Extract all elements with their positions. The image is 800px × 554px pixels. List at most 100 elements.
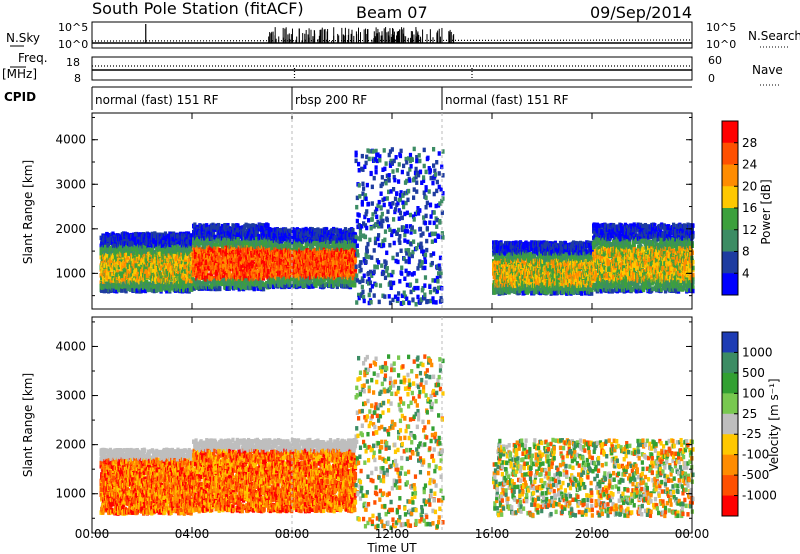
data-cell	[115, 272, 119, 277]
data-cell	[120, 271, 124, 276]
data-cell	[135, 253, 139, 259]
data-cell	[128, 277, 133, 283]
data-cell	[143, 264, 148, 269]
data-cell	[102, 248, 106, 254]
nsky-label: N.Sky	[6, 31, 40, 45]
data-cell	[118, 247, 122, 252]
data-cell	[107, 246, 111, 252]
data-cell	[252, 286, 256, 292]
data-cell	[107, 272, 111, 277]
data-cell	[128, 239, 132, 244]
data-cell	[108, 246, 113, 252]
data-cell	[135, 231, 139, 237]
data-cell	[135, 251, 139, 256]
data-cell	[135, 288, 139, 293]
data-cell	[131, 246, 135, 251]
data-cell	[102, 246, 106, 251]
data-cell	[103, 283, 108, 288]
data-cell	[141, 269, 145, 275]
data-cell	[104, 288, 108, 294]
data-cell	[111, 273, 115, 278]
nsearch-tick-bottom: 10^0	[706, 38, 736, 51]
nsky-panel: N.Sky 10^5 10^0 10^5 10^0 N.Search	[6, 21, 800, 51]
data-cell	[141, 266, 145, 272]
data-cell	[130, 281, 134, 286]
data-cell	[107, 274, 111, 279]
data-cell	[99, 280, 103, 285]
data-cell	[144, 248, 148, 253]
freq-label-line1: Freq.	[18, 51, 48, 65]
data-cell	[123, 234, 127, 239]
power-data	[99, 146, 695, 307]
data-cell	[143, 271, 148, 276]
data-cell	[111, 250, 115, 256]
data-cell	[133, 246, 138, 252]
data-cell	[124, 288, 128, 294]
data-cell	[132, 275, 136, 281]
data-cell	[130, 240, 134, 245]
nsearch-label: N.Search	[748, 29, 800, 43]
data-cell	[120, 257, 124, 263]
data-cell	[137, 239, 141, 244]
data-cell	[123, 282, 128, 288]
data-cell	[132, 252, 136, 257]
data-cell	[103, 240, 107, 245]
data-cell	[118, 244, 123, 249]
data-cell	[131, 284, 135, 290]
cpid-label: CPID	[4, 90, 36, 104]
data-cell	[101, 273, 105, 278]
data-cell	[121, 278, 125, 283]
data-cell	[138, 232, 143, 237]
data-cell	[125, 252, 129, 258]
data-cell	[140, 288, 144, 293]
data-cell	[124, 258, 128, 263]
date-label: 09/Sep/2014	[590, 3, 692, 22]
data-cell	[130, 250, 134, 255]
freq-panel: Freq. [MHz] 18 8 60 0 Nave	[2, 51, 783, 86]
nsearch-tick-top: 10^5	[706, 21, 736, 34]
data-cell	[113, 243, 118, 249]
beam-label: Beam 07	[356, 3, 428, 22]
cpid-segment-label: normal (fast) 151 RF	[95, 93, 219, 107]
freq-label-line2: [MHz]	[2, 67, 37, 81]
cpid-segment-label: normal (fast) 151 RF	[445, 93, 569, 107]
data-cell	[107, 266, 111, 271]
data-cell	[107, 233, 111, 238]
data-cell	[115, 249, 119, 255]
cpid-segment-label: rbsp 200 RF	[295, 93, 367, 107]
data-cell	[127, 233, 131, 238]
nsky-tick-bottom: 10^0	[58, 38, 88, 51]
nsky-tick-top: 10^5	[58, 21, 88, 34]
data-cell	[105, 263, 109, 269]
freq-tick-top: 18	[66, 56, 80, 69]
data-cell	[266, 223, 270, 228]
nsearch-trace	[91, 39, 693, 42]
data-cell	[126, 255, 130, 260]
data-cell	[143, 253, 147, 259]
data-cell	[100, 249, 104, 255]
data-cell	[120, 288, 124, 293]
data-cell	[115, 289, 119, 294]
data-cell	[138, 266, 142, 271]
data-cell	[107, 243, 111, 248]
data-cell	[110, 240, 114, 246]
data-cell	[145, 282, 149, 288]
data-cell	[140, 240, 144, 245]
figure-title: South Pole Station (fitACF)	[92, 0, 304, 18]
nave-tick-bottom: 0	[708, 72, 715, 85]
data-cell	[142, 244, 146, 250]
data-cell	[128, 287, 133, 292]
data-cell	[108, 288, 113, 293]
nave-tick-top: 60	[708, 54, 722, 67]
data-cell	[131, 267, 135, 272]
data-cell	[100, 288, 104, 293]
data-cell	[143, 288, 148, 294]
cpid-strip: CPID normal (fast) 151 RF rbsp 200 RF norm…	[4, 86, 692, 110]
data-cell	[100, 275, 104, 281]
data-cell	[121, 252, 125, 258]
data-cell	[134, 272, 138, 277]
data-cell	[122, 264, 126, 269]
data-cell	[218, 286, 222, 292]
data-cell	[126, 257, 130, 262]
